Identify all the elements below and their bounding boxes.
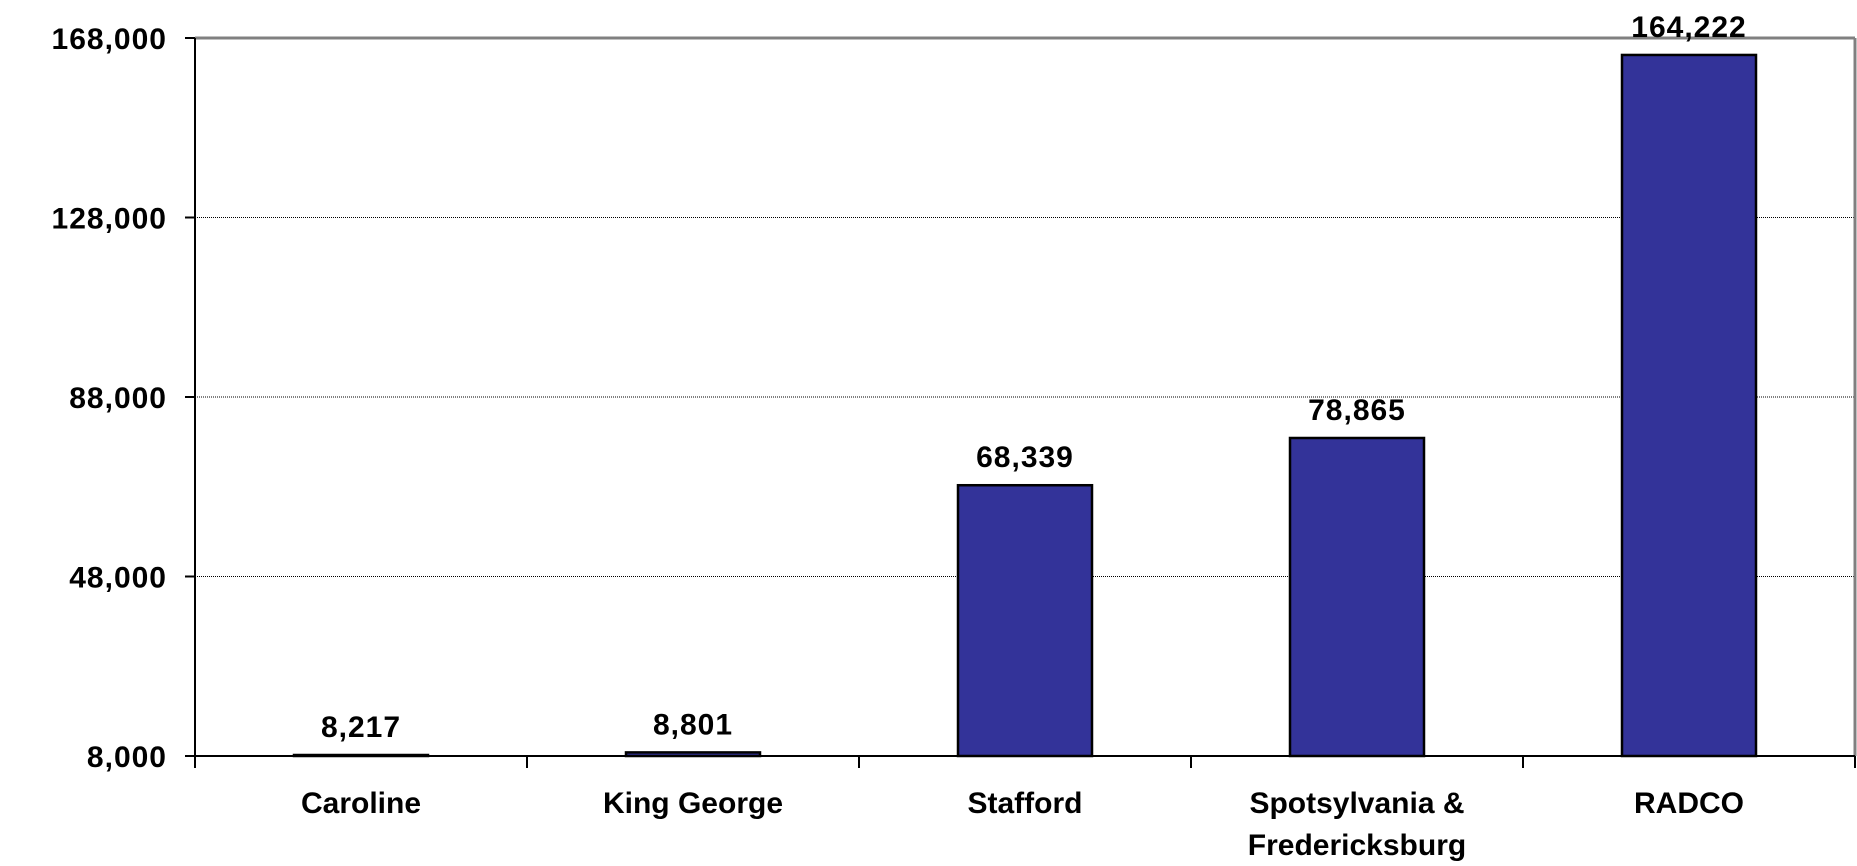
x-tick-label-line: Caroline <box>301 787 421 820</box>
x-tick-label-line: King George <box>603 787 783 820</box>
data-label: 8,217 <box>321 711 401 744</box>
bar <box>1288 436 1426 758</box>
data-label: 8,801 <box>653 708 733 741</box>
data-label: 78,865 <box>1308 394 1406 427</box>
x-tick-label: RADCO <box>1634 787 1744 820</box>
x-tick-label: King George <box>603 787 783 820</box>
axes <box>185 36 1857 768</box>
x-tick-label-line: Fredericksburg <box>1248 829 1466 861</box>
y-tick-label: 88,000 <box>69 382 167 415</box>
bar <box>1620 53 1758 758</box>
x-tick-label-line: RADCO <box>1634 787 1744 820</box>
x-tick-label-line: Stafford <box>968 787 1083 820</box>
y-tick-label: 168,000 <box>52 23 167 56</box>
data-label: 164,222 <box>1631 11 1746 44</box>
bar <box>956 483 1094 758</box>
y-tick-label: 8,000 <box>87 741 167 774</box>
bars <box>292 53 1758 758</box>
labels: 8,000 48,000 88,000 128,000 168,000 8,217 Caro… <box>52 11 1746 862</box>
x-tick-label: Stafford <box>968 787 1083 820</box>
y-tick-label: 48,000 <box>69 562 167 595</box>
y-tick-label: 128,000 <box>52 203 167 236</box>
x-tick-label: Caroline <box>301 787 421 820</box>
x-tick-label: Spotsylvania & Fredericksburg <box>1248 787 1466 861</box>
data-label: 68,339 <box>976 441 1074 474</box>
x-tick-label-line: Spotsylvania & <box>1249 787 1464 820</box>
